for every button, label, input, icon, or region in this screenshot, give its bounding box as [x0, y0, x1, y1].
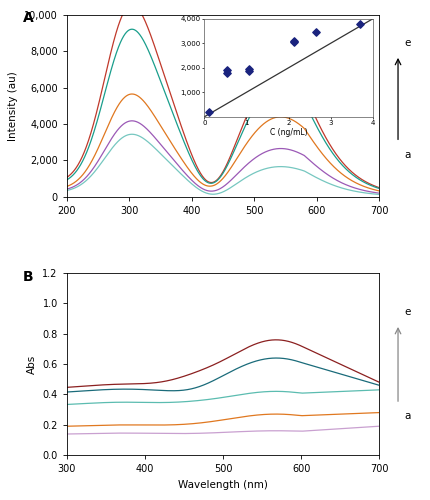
X-axis label: Wavelength (nm): Wavelength (nm) — [178, 480, 267, 490]
Text: B: B — [23, 270, 34, 283]
Y-axis label: Abs: Abs — [27, 354, 37, 374]
Text: a: a — [403, 412, 410, 422]
Y-axis label: Intensity (au): Intensity (au) — [9, 71, 18, 141]
Text: e: e — [403, 307, 410, 317]
Text: A: A — [23, 12, 34, 26]
Text: a: a — [403, 150, 410, 160]
Text: e: e — [403, 38, 410, 48]
